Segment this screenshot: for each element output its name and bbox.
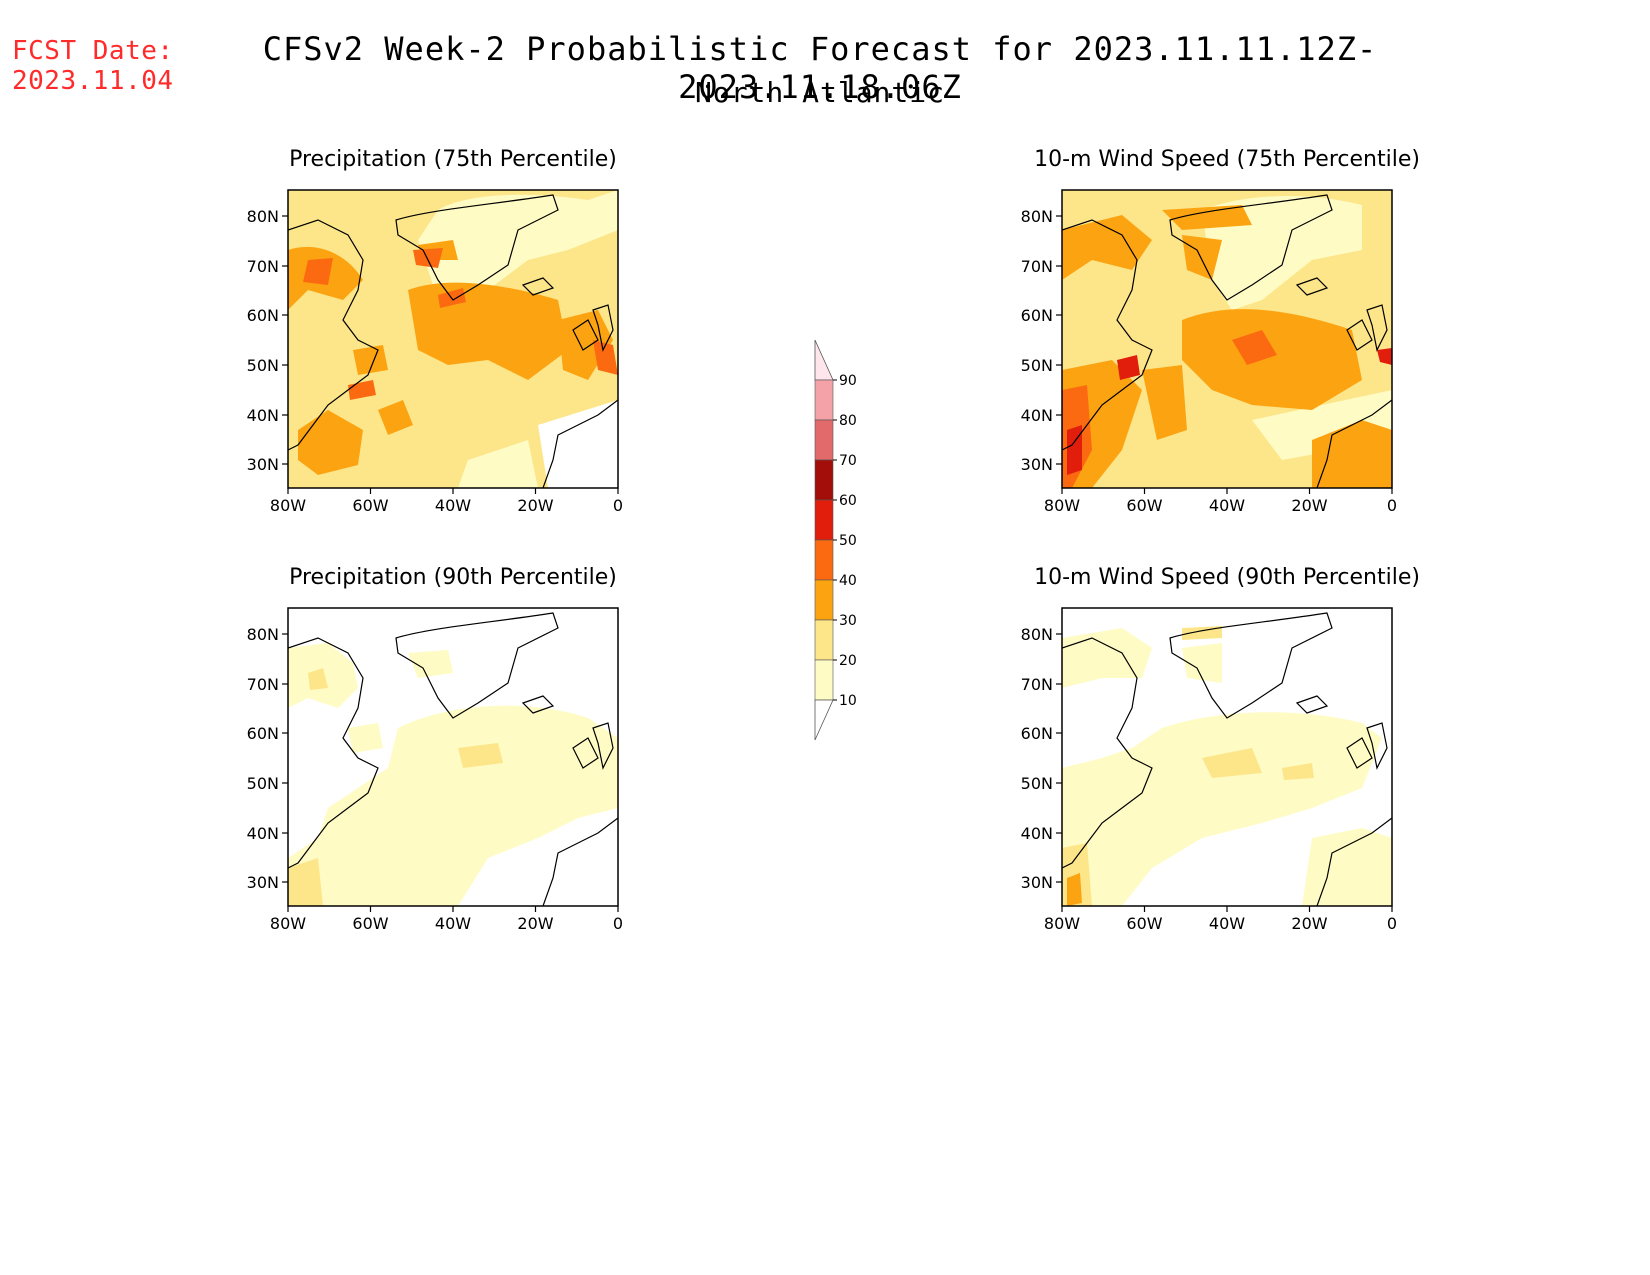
colorbar-label: 50 [839, 533, 857, 549]
map-axes: 80N 70N 60N 50N 40N 30N 80W 60W 40W 20W 0 [247, 207, 623, 515]
colorbar-cap-bottom [814, 699, 834, 741]
panel-wind-75: 10-m Wind Speed (75th Percentile) [1034, 147, 1420, 489]
lat-label: 30N [1021, 455, 1053, 474]
lon-label: 60W [1126, 496, 1162, 515]
lon-label: 20W [1291, 496, 1327, 515]
fcst-date-caption: FCST Date: [12, 36, 174, 66]
lat-label: 80N [1021, 625, 1053, 644]
lat-label: 40N [1021, 406, 1053, 425]
probability-field [288, 608, 618, 906]
lon-label: 60W [352, 914, 388, 933]
colorbar-label: 70 [839, 453, 857, 469]
panel-wind-90: 10-m Wind Speed (90th Percentile) [1034, 565, 1420, 907]
lat-label: 60N [1021, 724, 1053, 743]
panel-precip-75: Precipitation (75th Percentile) [287, 147, 619, 489]
lat-label: 60N [247, 724, 279, 743]
lat-label: 50N [247, 356, 279, 375]
lon-label: 80W [270, 914, 306, 933]
lat-label: 40N [247, 824, 279, 843]
panel-title: 10-m Wind Speed (90th Percentile) [1034, 565, 1420, 590]
lon-label: 0 [613, 496, 623, 515]
lon-label: 0 [1387, 496, 1397, 515]
lat-label: 80N [247, 207, 279, 226]
lon-label: 20W [517, 914, 553, 933]
lat-label: 70N [1021, 257, 1053, 276]
lon-label: 80W [270, 496, 306, 515]
lon-label: 40W [435, 914, 471, 933]
colorbar-swatch [814, 379, 834, 421]
colorbar-swatch [814, 419, 834, 461]
colorbar-label: 40 [839, 573, 857, 589]
colorbar-label: 20 [839, 653, 857, 669]
lat-label: 80N [1021, 207, 1053, 226]
colorbar-swatch [814, 459, 834, 501]
colorbar-swatch [814, 579, 834, 621]
colorbar-label: 60 [839, 493, 857, 509]
lat-label: 40N [247, 406, 279, 425]
lat-label: 40N [1021, 824, 1053, 843]
lon-label: 40W [435, 496, 471, 515]
lat-label: 60N [1021, 306, 1053, 325]
lat-label: 50N [1021, 356, 1053, 375]
lon-label: 80W [1044, 914, 1080, 933]
lat-label: 70N [247, 257, 279, 276]
panel-title: 10-m Wind Speed (75th Percentile) [1034, 147, 1420, 172]
lat-label: 70N [1021, 675, 1053, 694]
panel-title: Precipitation (75th Percentile) [289, 147, 617, 172]
colorbar-swatch [814, 619, 834, 661]
lon-label: 40W [1209, 914, 1245, 933]
map-axes: 80N 70N 60N 50N 40N 30N 80W 60W 40W 20W 0 [247, 625, 623, 933]
lon-label: 60W [352, 496, 388, 515]
lat-label: 50N [247, 774, 279, 793]
colorbar-label: 90 [839, 373, 857, 389]
lon-label: 0 [1387, 914, 1397, 933]
map-axes: 80N 70N 60N 50N 40N 30N 80W 60W 40W 20W 0 [1021, 625, 1397, 933]
colorbar-label: 80 [839, 413, 857, 429]
lon-label: 60W [1126, 914, 1162, 933]
lat-label: 80N [247, 625, 279, 644]
region-subtitle: North Atlantic [694, 76, 945, 109]
map-axes: 80N 70N 60N 50N 40N 30N 80W 60W 40W 20W 0 [1021, 207, 1397, 515]
colorbar-swatch [814, 499, 834, 541]
probability-field [1062, 608, 1392, 906]
colorbar-swatch [814, 659, 834, 701]
colorbar: 10 20 30 40 50 60 70 80 90 [814, 339, 857, 741]
lon-label: 20W [1291, 914, 1327, 933]
colorbar-label: 30 [839, 613, 857, 629]
panel-title: Precipitation (90th Percentile) [289, 565, 617, 590]
panel-precip-90: Precipitation (90th Percentile) [287, 565, 619, 907]
page-title: CFSv2 Week-2 Probabilistic Forecast for … [262, 30, 1378, 106]
lat-label: 60N [247, 306, 279, 325]
lat-label: 30N [1021, 873, 1053, 892]
colorbar-label: 10 [839, 693, 857, 709]
lon-label: 0 [613, 914, 623, 933]
lon-label: 20W [517, 496, 553, 515]
probability-field [1062, 190, 1392, 488]
lat-label: 70N [247, 675, 279, 694]
lon-label: 80W [1044, 496, 1080, 515]
colorbar-cap-top [814, 339, 834, 381]
lat-label: 50N [1021, 774, 1053, 793]
fcst-date-value: 2023.11.04 [12, 66, 174, 96]
probability-field [288, 190, 618, 488]
lat-label: 30N [247, 455, 279, 474]
colorbar-swatch [814, 539, 834, 581]
lon-label: 40W [1209, 496, 1245, 515]
lat-label: 30N [247, 873, 279, 892]
forecast-date-label: FCST Date: 2023.11.04 [12, 36, 174, 96]
